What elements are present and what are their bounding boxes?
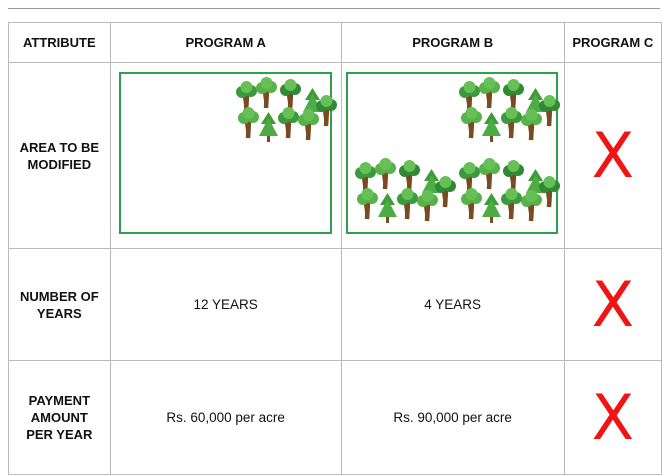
tree-icon bbox=[256, 77, 277, 108]
canopy bbox=[483, 158, 495, 170]
cross-mark: X bbox=[564, 361, 661, 475]
canopy bbox=[463, 162, 475, 174]
cross-mark: X bbox=[564, 249, 661, 361]
area-a bbox=[111, 64, 341, 248]
tree-icon bbox=[397, 188, 418, 219]
canopy bbox=[379, 158, 391, 170]
canopy bbox=[439, 176, 451, 188]
area-frame bbox=[120, 73, 331, 233]
tree-icon bbox=[521, 109, 542, 140]
canopy bbox=[505, 188, 517, 200]
tree-icon bbox=[482, 112, 501, 142]
value-cell: Rs. 90,000 per acre bbox=[341, 361, 564, 475]
value-cell: Rs. 60,000 per acre bbox=[110, 361, 341, 475]
header-row: ATTRIBUTE PROGRAM A PROGRAM B PROGRAM C bbox=[9, 23, 662, 63]
tree-icon bbox=[479, 158, 500, 189]
canopy bbox=[482, 199, 501, 217]
area-b bbox=[342, 64, 564, 248]
tree-icon bbox=[399, 160, 420, 191]
header-cell: PROGRAM C bbox=[564, 23, 661, 63]
value-cell: 4 YEARS bbox=[341, 249, 564, 361]
tree-icon bbox=[501, 107, 522, 138]
attribute-cell: PAYMENT AMOUNT PER YEAR bbox=[9, 361, 111, 475]
canopy bbox=[525, 190, 537, 202]
area-cell bbox=[110, 63, 341, 249]
tree-icon bbox=[461, 188, 482, 219]
tree-icon bbox=[482, 193, 501, 223]
tree-icon bbox=[375, 158, 396, 189]
row: AREA TO BE MODIFIED X bbox=[9, 63, 662, 249]
tree-icon bbox=[501, 188, 522, 219]
tree-icon bbox=[479, 77, 500, 108]
tree-icon bbox=[298, 109, 319, 140]
tree-icon bbox=[503, 160, 524, 191]
tree-icon bbox=[417, 190, 438, 221]
canopy bbox=[320, 95, 332, 107]
header-cell: PROGRAM A bbox=[110, 23, 341, 63]
tree-cluster bbox=[459, 158, 560, 223]
attribute-cell: NUMBER OF YEARS bbox=[9, 249, 111, 361]
area-frame bbox=[347, 73, 557, 233]
tree-icon bbox=[259, 112, 278, 142]
canopy bbox=[282, 107, 294, 119]
header-cell: ATTRIBUTE bbox=[9, 23, 111, 63]
top-rule bbox=[8, 8, 660, 9]
tree-icon bbox=[278, 107, 299, 138]
tree-icon bbox=[461, 107, 482, 138]
canopy bbox=[507, 160, 519, 172]
canopy bbox=[421, 190, 433, 202]
canopy bbox=[525, 109, 537, 121]
canopy bbox=[284, 79, 296, 91]
comparison-table: ATTRIBUTE PROGRAM A PROGRAM B PROGRAM C … bbox=[8, 22, 662, 475]
canopy bbox=[359, 162, 371, 174]
canopy bbox=[463, 81, 475, 93]
canopy bbox=[507, 79, 519, 91]
canopy bbox=[302, 109, 314, 121]
canopy bbox=[401, 188, 413, 200]
canopy bbox=[240, 81, 252, 93]
canopy bbox=[361, 188, 373, 200]
canopy bbox=[403, 160, 415, 172]
tree-cluster bbox=[355, 158, 456, 223]
canopy bbox=[242, 107, 254, 119]
canopy bbox=[505, 107, 517, 119]
area-cell bbox=[341, 63, 564, 249]
canopy bbox=[482, 118, 501, 136]
canopy bbox=[465, 188, 477, 200]
tree-cluster bbox=[459, 77, 560, 142]
cross-mark: X bbox=[564, 63, 661, 249]
row: PAYMENT AMOUNT PER YEAR Rs. 60,000 per a… bbox=[9, 361, 662, 475]
tree-cluster bbox=[236, 77, 337, 142]
canopy bbox=[260, 77, 272, 89]
page: ATTRIBUTE PROGRAM A PROGRAM B PROGRAM C … bbox=[0, 0, 662, 474]
row: NUMBER OF YEARS 12 YEARS 4 YEARS X bbox=[9, 249, 662, 361]
canopy bbox=[259, 118, 278, 136]
header-cell: PROGRAM B bbox=[341, 23, 564, 63]
tree-icon bbox=[378, 193, 397, 223]
tree-icon bbox=[357, 188, 378, 219]
tree-icon bbox=[238, 107, 259, 138]
tree-icon bbox=[280, 79, 301, 110]
attribute-cell: AREA TO BE MODIFIED bbox=[9, 63, 111, 249]
tree-icon bbox=[503, 79, 524, 110]
tree-icon bbox=[521, 190, 542, 221]
canopy bbox=[465, 107, 477, 119]
canopy bbox=[483, 77, 495, 89]
canopy bbox=[378, 199, 397, 217]
canopy bbox=[543, 95, 555, 107]
value-cell: 12 YEARS bbox=[110, 249, 341, 361]
canopy bbox=[543, 176, 555, 188]
